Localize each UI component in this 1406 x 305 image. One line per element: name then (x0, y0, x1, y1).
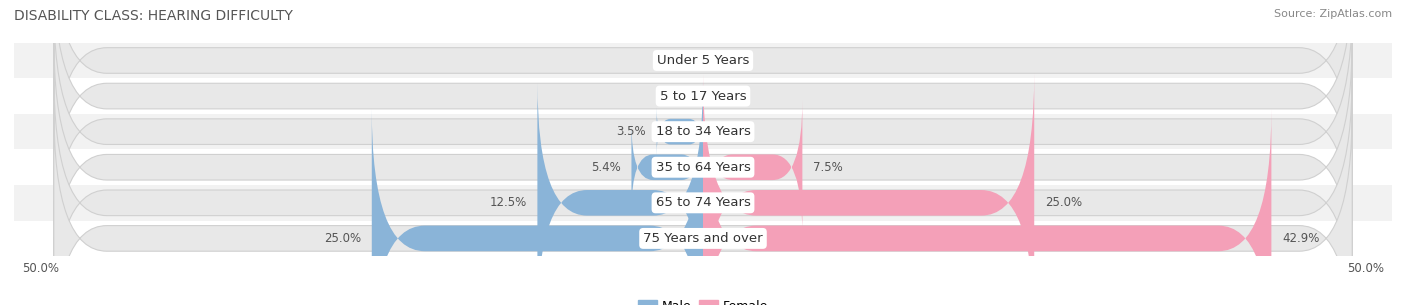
Bar (14, 221, 1392, 256)
FancyBboxPatch shape (703, 100, 803, 235)
Text: 0.0%: 0.0% (662, 90, 692, 102)
Text: 65 to 74 Years: 65 to 74 Years (655, 196, 751, 209)
FancyBboxPatch shape (631, 122, 703, 212)
Bar (14, 43, 1392, 78)
Text: 12.5%: 12.5% (489, 196, 527, 209)
FancyBboxPatch shape (53, 38, 1353, 297)
Text: 75 Years and over: 75 Years and over (643, 232, 763, 245)
Text: 5 to 17 Years: 5 to 17 Years (659, 90, 747, 102)
Text: 0.0%: 0.0% (714, 90, 744, 102)
FancyBboxPatch shape (537, 82, 703, 305)
Text: 25.0%: 25.0% (323, 232, 361, 245)
Text: 35 to 64 Years: 35 to 64 Years (655, 161, 751, 174)
Text: DISABILITY CLASS: HEARING DIFFICULTY: DISABILITY CLASS: HEARING DIFFICULTY (14, 9, 292, 23)
Legend: Male, Female: Male, Female (633, 295, 773, 305)
Text: 42.9%: 42.9% (1282, 232, 1319, 245)
FancyBboxPatch shape (703, 109, 1271, 305)
Text: 7.5%: 7.5% (813, 161, 842, 174)
FancyBboxPatch shape (53, 109, 1353, 305)
Text: 3.5%: 3.5% (616, 125, 645, 138)
FancyBboxPatch shape (53, 0, 1353, 226)
Text: 0.0%: 0.0% (662, 54, 692, 67)
Text: Source: ZipAtlas.com: Source: ZipAtlas.com (1274, 9, 1392, 19)
FancyBboxPatch shape (53, 0, 1353, 190)
Bar (14, 114, 1392, 149)
FancyBboxPatch shape (657, 107, 703, 156)
FancyBboxPatch shape (371, 109, 703, 305)
FancyBboxPatch shape (53, 73, 1353, 305)
Bar (14, 149, 1392, 185)
Text: Under 5 Years: Under 5 Years (657, 54, 749, 67)
Text: 0.0%: 0.0% (714, 125, 744, 138)
Text: 25.0%: 25.0% (1045, 196, 1083, 209)
FancyBboxPatch shape (53, 2, 1353, 261)
FancyBboxPatch shape (703, 73, 1035, 305)
Text: 18 to 34 Years: 18 to 34 Years (655, 125, 751, 138)
Bar (14, 78, 1392, 114)
Bar (14, 185, 1392, 221)
Text: 0.0%: 0.0% (714, 54, 744, 67)
Text: 5.4%: 5.4% (591, 161, 621, 174)
